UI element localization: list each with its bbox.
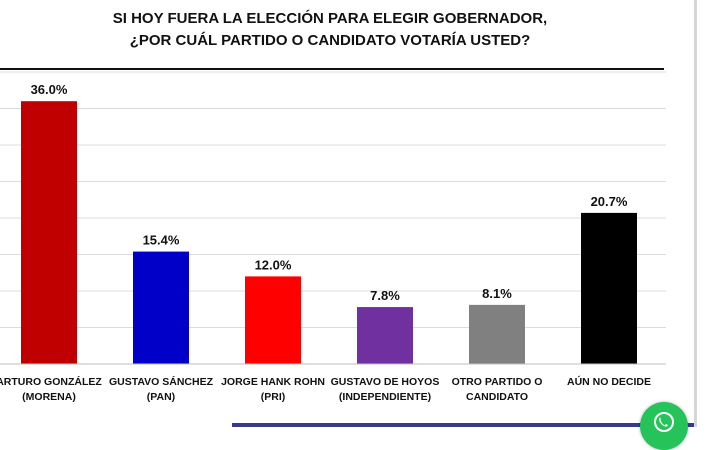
category-label: OTRO PARTIDO O [452,376,543,388]
bar [21,101,77,364]
value-label: 7.8% [370,288,400,303]
value-label: 20.7% [591,194,628,209]
category-label: (MORENA) [22,391,76,403]
bar [469,304,525,364]
chart-title-line-1: SI HOY FUERA LA ELECCIÓN PARA ELEGIR GOB… [112,10,548,27]
category-label: (PAN) [147,391,175,403]
category-label: ARTURO GONZÁLEZ [0,375,102,388]
bar-chart: 36.0% ARTURO GONZÁLEZ (MORENA) 15.4% GUSTAVO… [0,71,666,403]
value-label: 8.1% [482,286,512,301]
bottom-bar [232,423,694,427]
category-label: (PRI) [261,391,286,403]
value-label: 36.0% [31,82,68,97]
whatsapp-chat-button[interactable] [640,402,688,450]
title-divider [0,68,664,70]
bar [357,307,413,364]
bar [245,276,301,364]
category-label: GUSTAVO SÁNCHEZ [109,375,214,388]
bar [581,212,637,364]
right-edge-divider [694,0,697,427]
category-label: (INDEPENDIENTE) [339,391,431,403]
category-label: JORGE HANK ROHN [221,376,325,388]
chart-title-line-2: ¿POR CUÁL PARTIDO O CANDIDATO VOTARÍA US… [129,32,531,49]
whatsapp-icon [654,412,674,432]
value-label: 12.0% [255,257,292,272]
category-label: GUSTAVO DE HOYOS [331,376,440,388]
bar [133,251,189,364]
category-label: AÚN NO DECIDE [567,375,651,388]
value-label: 15.4% [143,233,180,248]
category-label: CANDIDATO [466,391,528,403]
